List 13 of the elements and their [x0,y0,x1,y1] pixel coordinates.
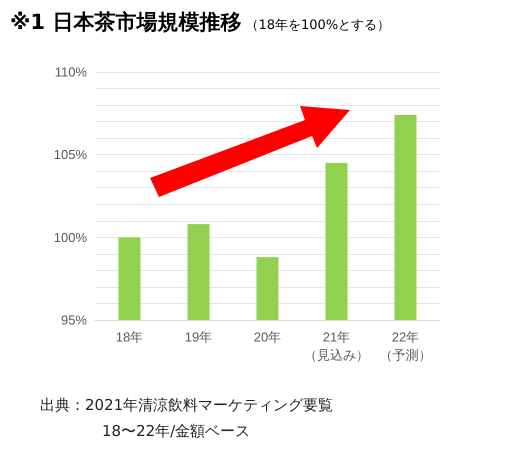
y-tick-label: 105% [54,147,88,162]
x-tick-label: 20年 [254,330,282,344]
chart-subtitle: （18年を100%とする） [244,18,390,33]
x-tick-label: 21年（見込み） [304,330,369,362]
x-tick-label: 19年 [184,330,212,344]
x-tick-label: 18年 [116,330,144,344]
y-tick-label: 100% [54,230,88,245]
source-note: 出典：2021年清涼飲料マーケティング要覧 [40,395,334,416]
text: 18〜22年/金額ベース [101,421,252,442]
chart-title: ※1 日本茶市場規模推移 [10,10,242,34]
y-tick-label: 110% [54,64,88,80]
y-tick-label: 95% [60,312,88,328]
x-tick-label: 22年（予測） [380,330,432,362]
